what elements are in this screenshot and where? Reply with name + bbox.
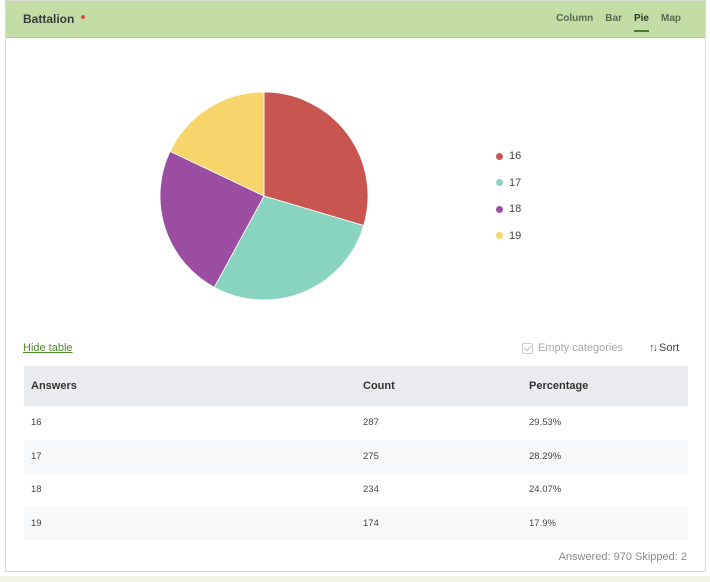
sort-icon: ↑↓ (649, 342, 658, 354)
table-row: 19 174 17.9% (24, 506, 688, 540)
required-indicator (81, 15, 85, 19)
table-row: 18 234 24.07% (24, 473, 688, 507)
cell-percentage: 17.9% (529, 517, 556, 529)
cell-percentage: 28.29% (529, 450, 562, 462)
cell-answer: 17 (31, 450, 42, 462)
header-answers[interactable]: Answers (31, 380, 77, 392)
tab-bar[interactable]: Bar (605, 13, 622, 24)
cell-count: 287 (363, 417, 379, 429)
cell-count: 174 (363, 517, 379, 529)
header-percentage[interactable]: Percentage (529, 380, 589, 392)
tab-map[interactable]: Map (661, 13, 681, 24)
table-row: 17 275 28.29% (24, 439, 688, 473)
header-count[interactable]: Count (363, 380, 395, 392)
legend-dot-icon (496, 179, 503, 187)
hide-table-link[interactable]: Hide table (23, 342, 73, 354)
empty-categories-label: Empty categories (538, 342, 623, 354)
tab-pie[interactable]: Pie (633, 13, 649, 32)
legend-label: 16 (509, 150, 522, 163)
checkbox-icon[interactable] (522, 342, 533, 354)
chart-type-tabs: Column Bar Pie Map (544, 13, 681, 32)
cell-percentage: 24.07% (529, 484, 562, 496)
question-panel: Battalion Column Bar Pie Map 16 17 18 19… (5, 0, 706, 572)
cell-count: 234 (363, 484, 379, 496)
pie-chart (159, 91, 369, 301)
cell-count: 275 (363, 450, 379, 462)
legend-item-16: 16 (496, 143, 521, 170)
response-summary: Answered: 970 Skipped: 2 (558, 551, 687, 563)
legend-label: 17 (509, 176, 522, 189)
pie-slice-17 (213, 195, 365, 301)
cell-answer: 19 (31, 517, 42, 529)
table-header: Answers Count Percentage (24, 366, 688, 406)
tab-column[interactable]: Column (556, 13, 594, 24)
empty-categories-toggle[interactable]: Empty categories (522, 342, 623, 354)
results-table: Answers Count Percentage 16 287 29.53% 1… (24, 366, 688, 540)
legend-dot-icon (496, 232, 503, 240)
cell-answer: 16 (31, 417, 42, 429)
pie-slice-19 (169, 91, 265, 197)
legend-dot-icon (496, 205, 503, 213)
sort-label: Sort (659, 342, 680, 354)
legend-label: 18 (509, 203, 522, 216)
sort-button[interactable]: ↑↓ Sort (649, 342, 679, 354)
table-row: 16 287 29.53% (24, 406, 688, 440)
legend-label: 19 (509, 229, 522, 242)
bottom-strip (0, 576, 710, 582)
legend-dot-icon (496, 152, 503, 160)
cell-percentage: 29.53% (529, 417, 562, 429)
pie-slice-18 (159, 150, 265, 288)
legend-item-19: 19 (496, 223, 521, 250)
question-title: Battalion (23, 12, 75, 26)
pie-slice-16 (263, 91, 369, 227)
legend-item-18: 18 (496, 196, 521, 223)
chart-legend: 16 17 18 19 (496, 143, 521, 249)
question-header: Battalion Column Bar Pie Map (6, 1, 705, 38)
cell-answer: 18 (31, 484, 42, 496)
legend-item-17: 17 (496, 170, 521, 197)
